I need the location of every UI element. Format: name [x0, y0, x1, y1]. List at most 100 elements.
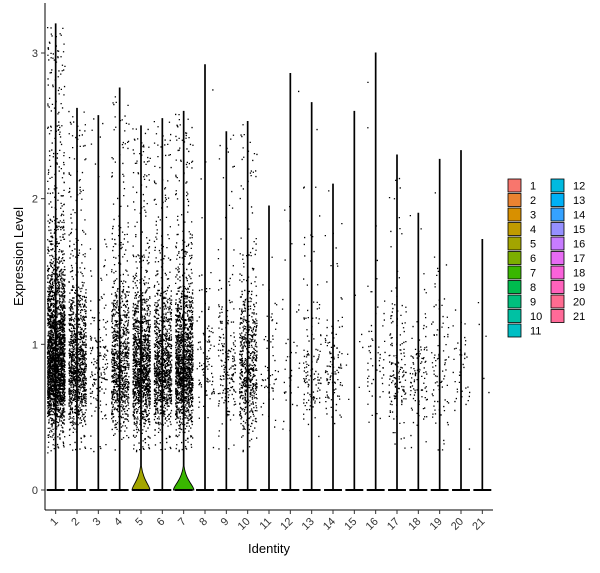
legend-key-15	[550, 222, 565, 236]
legend-label-14: 14	[573, 210, 585, 222]
x-tick-label-8: 8	[197, 516, 210, 529]
violin-cluster-8	[204, 64, 206, 491]
legend-key-16	[550, 236, 565, 251]
x-tick-label-4: 4	[112, 516, 125, 529]
legend-label-12: 12	[573, 181, 585, 193]
x-tick-label-1: 1	[48, 516, 61, 529]
legend-key-5	[507, 236, 522, 251]
y-tick-label-0: 0	[32, 485, 38, 497]
legend-label-20: 20	[573, 297, 585, 309]
legend-label-8: 8	[530, 282, 536, 294]
x-tick-label-10: 10	[236, 516, 253, 533]
points-cluster-6	[153, 121, 173, 451]
x-tick-label-11: 11	[258, 516, 275, 533]
legend-label-1: 1	[530, 181, 536, 193]
violin-cluster-20	[460, 150, 462, 491]
x-tick-label-3: 3	[91, 516, 104, 529]
legend-key-4	[507, 222, 522, 236]
x-tick-label-6: 6	[155, 516, 168, 529]
x-tick-label-17: 17	[385, 516, 402, 533]
violin-cluster-13	[310, 102, 313, 491]
x-tick-label-9: 9	[219, 516, 232, 529]
legend-label-16: 16	[573, 239, 585, 251]
violin-cluster-16	[374, 52, 377, 491]
legend-label-13: 13	[573, 195, 585, 207]
y-tick-label-3: 3	[32, 48, 38, 60]
points-cluster-8	[196, 89, 215, 449]
legend-key-14	[550, 207, 565, 222]
points-cluster-10	[239, 124, 258, 453]
x-tick-label-13: 13	[300, 516, 317, 533]
legend-label-6: 6	[530, 253, 536, 265]
y-axis-title: Expression Level	[11, 207, 26, 306]
legend-label-17: 17	[573, 253, 585, 265]
x-tick-label-5: 5	[133, 516, 146, 529]
legend-key-13	[550, 193, 565, 207]
violin-cluster-17	[396, 154, 398, 491]
x-tick-label-21: 21	[470, 516, 487, 533]
legend-key-2	[507, 193, 522, 207]
violin-cluster-7	[172, 110, 195, 491]
points-cluster-14	[324, 190, 343, 425]
violin-cluster-3	[97, 115, 100, 491]
legend-label-7: 7	[530, 268, 536, 280]
legend-key-18	[550, 265, 565, 280]
legend-key-19	[550, 280, 565, 294]
x-tick-label-12: 12	[278, 516, 295, 533]
points-cluster-5	[132, 128, 151, 453]
points-cluster-17	[388, 177, 407, 449]
violin-cluster-2	[76, 107, 78, 491]
violin-cluster-9	[225, 131, 228, 491]
legend-label-9: 9	[530, 297, 536, 309]
legend-key-10	[507, 309, 522, 323]
legend-label-21: 21	[573, 311, 585, 323]
points-cluster-20	[452, 309, 471, 450]
points-cluster-1	[46, 27, 66, 454]
x-tick-label-20: 20	[449, 516, 466, 533]
points-cluster-21	[477, 302, 490, 394]
legend-label-18: 18	[573, 268, 585, 280]
points-cluster-9	[217, 134, 237, 450]
points-cluster-2	[68, 110, 87, 451]
jitter-points	[46, 27, 490, 454]
points-cluster-7	[175, 113, 194, 453]
points-cluster-13	[303, 128, 322, 438]
violin-cluster-21	[481, 239, 484, 491]
violin-cluster-14	[332, 183, 334, 491]
violin-cluster-11	[268, 205, 270, 491]
violin-cluster-1	[54, 23, 57, 491]
violin-cluster-10	[246, 121, 249, 491]
points-cluster-4	[111, 96, 130, 451]
legend-label-10: 10	[530, 311, 542, 323]
violin-cluster-4	[118, 87, 121, 491]
x-tick-label-18: 18	[406, 516, 423, 533]
legend-key-3	[507, 207, 522, 222]
x-axis-title: Identity	[248, 541, 290, 556]
legend-key-7	[507, 265, 522, 280]
violin-cluster-19	[438, 158, 441, 491]
x-tick-label-14: 14	[321, 516, 338, 533]
y-tick-label-1: 1	[32, 339, 38, 351]
x-tick-label-2: 2	[69, 516, 82, 529]
legend-label-19: 19	[573, 282, 585, 294]
x-tick-label-7: 7	[176, 516, 189, 529]
x-tick-label-19: 19	[428, 516, 445, 533]
legend-key-6	[507, 251, 522, 265]
legend-label-11: 11	[530, 326, 541, 338]
legend-key-12	[550, 178, 565, 193]
legend-label-5: 5	[530, 239, 536, 251]
points-cluster-18	[409, 215, 428, 449]
violin-cluster-12	[289, 72, 292, 491]
y-tick-label-2: 2	[32, 194, 38, 206]
legend-label-3: 3	[530, 210, 536, 222]
violins	[46, 23, 492, 491]
legend-label-2: 2	[530, 195, 536, 207]
legend-key-1	[507, 178, 522, 193]
x-tick-label-16: 16	[364, 516, 381, 533]
x-tick-label-15: 15	[342, 516, 359, 533]
legend-key-20	[550, 294, 565, 309]
